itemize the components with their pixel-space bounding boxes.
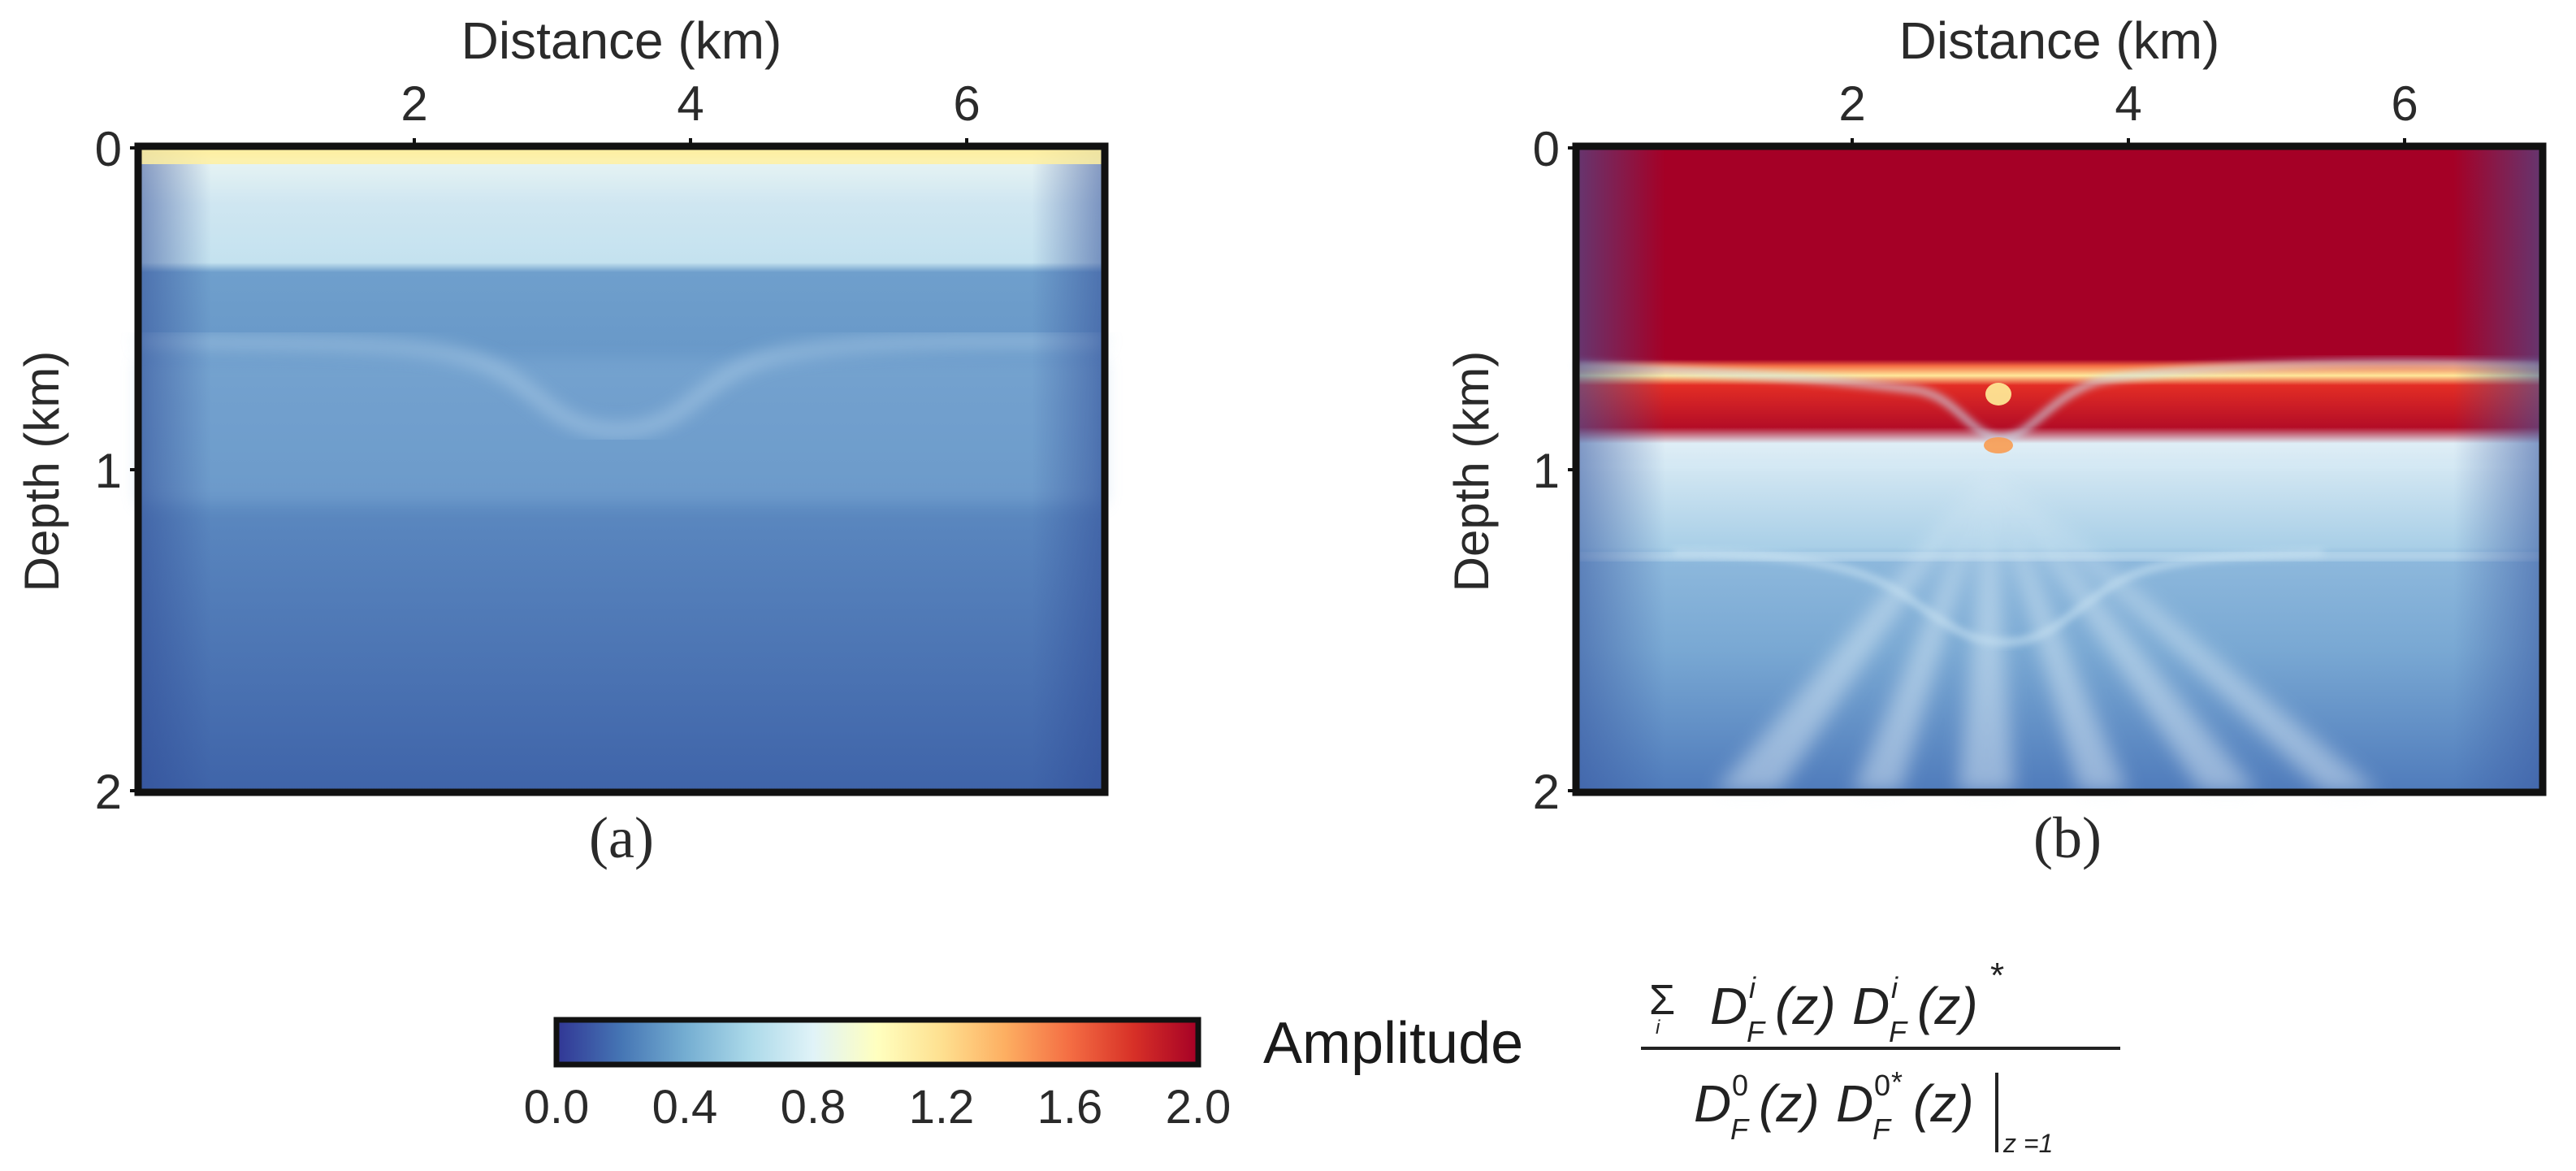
colorbar-ticks: 0.0 0.4 0.8 1.2 1.6 2.0 — [524, 1081, 1232, 1134]
formula-sum-symbol: Σ — [1649, 977, 1675, 1024]
colorbar: 0.0 0.4 0.8 1.2 1.6 2.0 Amplitude — [524, 1011, 1523, 1134]
formula-denominator-conj: * — [1891, 1065, 1903, 1099]
x-ticks-b: 2 4 6 — [1838, 76, 2418, 146]
y-ticks-a: 0 1 2 — [95, 122, 138, 819]
y-tick-label-a-1: 0 — [95, 122, 122, 176]
y-tick-label-a-2: 1 — [95, 444, 122, 498]
colorbar-tick-2: 0.8 — [781, 1081, 846, 1134]
y-tick-label-b-2: 1 — [1533, 444, 1560, 498]
panel-a: Distance (km) Depth (km) 2 4 6 0 1 2 (a) — [15, 11, 1109, 870]
formula-denominator-sub2: F — [1872, 1112, 1892, 1146]
formula-denominator-d2: D — [1836, 1074, 1873, 1133]
heatmap-field-b — [1575, 146, 2544, 792]
normalization-formula: Σ i D i F (z) D i F (z) * D 0 F (z) D 0 … — [1641, 956, 2120, 1158]
x-tick-label-a-1: 2 — [400, 76, 427, 131]
formula-numerator-conj: * — [1990, 956, 2004, 995]
formula-denominator-arg2: (z) — [1913, 1074, 1974, 1133]
syncline-interface-b-upper — [1575, 360, 2544, 442]
y-axis-label-a: Depth (km) — [15, 351, 69, 592]
formula-numerator-sub2: F — [1889, 1015, 1908, 1048]
x-tick-label-b-3: 6 — [2391, 76, 2418, 131]
colorbar-tick-5: 2.0 — [1166, 1081, 1232, 1134]
formula-numerator-arg1: (z) — [1775, 977, 1836, 1035]
colorbar-gradient — [553, 1017, 1201, 1068]
y-ticks-b: 0 1 2 — [1533, 122, 1576, 819]
x-axis-label-b: Distance (km) — [1899, 11, 2220, 70]
x-axis-label-a: Distance (km) — [461, 11, 782, 70]
y-tick-label-b-1: 0 — [1533, 122, 1560, 176]
colorbar-tick-4: 1.6 — [1037, 1081, 1103, 1134]
colorbar-tick-0: 0.0 — [524, 1081, 590, 1134]
heatmap-field-a — [137, 146, 1106, 792]
x-tick-label-b-2: 4 — [2115, 76, 2141, 131]
formula-denominator-sup1: 0 — [1732, 1069, 1748, 1102]
colorbar-tick-1: 0.4 — [652, 1081, 718, 1134]
syncline-interface-a — [137, 335, 1106, 438]
x-tick-label-b-1: 2 — [1838, 76, 1865, 131]
x-ticks-a: 2 4 6 — [400, 76, 981, 146]
formula-denominator-sup2: 0 — [1874, 1069, 1890, 1102]
x-tick-label-a-2: 4 — [677, 76, 704, 131]
formula-numerator-d1: D — [1710, 977, 1747, 1035]
formula-numerator-sub1: F — [1747, 1015, 1766, 1048]
y-tick-label-a-3: 2 — [95, 765, 122, 819]
formula-numerator-sup1: i — [1749, 971, 1756, 1004]
formula-numerator-arg2: (z) — [1917, 977, 1978, 1035]
panel-b: Distance (km) Depth (km) 2 4 6 0 1 2 (b) — [1444, 11, 2547, 870]
y-axis-label-b: Depth (km) — [1444, 351, 1499, 592]
formula-numerator-d2: D — [1852, 977, 1890, 1035]
formula-numerator-sup2: i — [1891, 971, 1898, 1004]
panel-label-a: (a) — [589, 805, 654, 870]
syncline-interface-b-lower — [1673, 549, 2324, 645]
panel-label-b: (b) — [2033, 805, 2102, 870]
formula-sum-index: i — [1656, 1017, 1660, 1039]
formula-eval-label: z =1 — [2002, 1129, 2053, 1158]
y-tick-label-b-3: 2 — [1533, 765, 1560, 819]
colorbar-tick-3: 1.2 — [909, 1081, 975, 1134]
formula-denominator-arg1: (z) — [1759, 1074, 1820, 1133]
formula-denominator-d1: D — [1694, 1074, 1731, 1133]
x-tick-label-a-3: 6 — [953, 76, 980, 131]
formula-denominator-sub1: F — [1730, 1112, 1750, 1146]
colorbar-label: Amplitude — [1263, 1011, 1523, 1076]
